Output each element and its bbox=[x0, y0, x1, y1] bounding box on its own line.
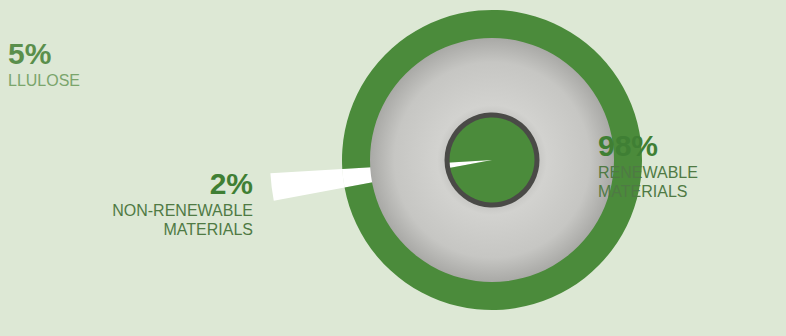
svg-text:5%: 5% bbox=[8, 37, 51, 70]
svg-text:MATERIALS: MATERIALS bbox=[164, 221, 254, 238]
svg-text:98%: 98% bbox=[598, 129, 658, 162]
svg-text:NON-RENEWABLE: NON-RENEWABLE bbox=[112, 202, 253, 219]
svg-text:2%: 2% bbox=[210, 167, 253, 200]
svg-text:RENEWABLE: RENEWABLE bbox=[598, 164, 698, 181]
svg-text:MATERIALS: MATERIALS bbox=[598, 183, 688, 200]
svg-text:LLULOSE: LLULOSE bbox=[8, 72, 80, 89]
